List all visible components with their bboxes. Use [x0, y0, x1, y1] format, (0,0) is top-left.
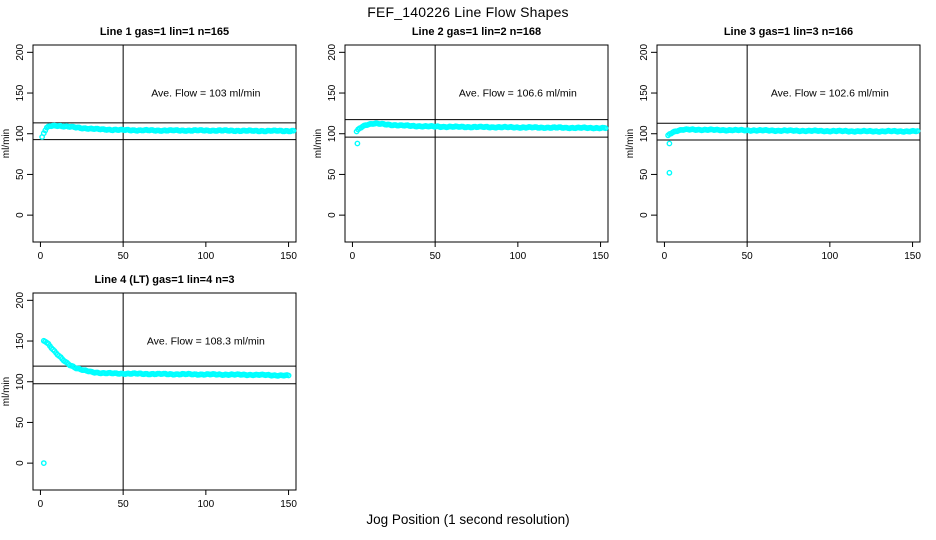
reference-lines [657, 45, 920, 242]
y-tick-label: 50 [327, 168, 338, 180]
data-point [602, 125, 609, 132]
y-tick-label: 0 [327, 212, 338, 218]
panel-title: Line 2 gas=1 lin=2 n=168 [412, 26, 541, 38]
x-tick-label: 0 [38, 499, 44, 510]
y-tick-label: 100 [327, 125, 338, 142]
y-tick-label: 100 [15, 373, 26, 390]
y-tick-label: 200 [15, 292, 26, 309]
panel-title: Line 4 (LT) gas=1 lin=4 n=3 [94, 274, 234, 286]
x-tick-label: 50 [118, 499, 130, 510]
panel-line-3: Line 3 gas=1 lin=3 n=166 0 50 100 150 200 ml/m… [624, 20, 936, 268]
panel-line-4: Line 4 (LT) gas=1 lin=4 n=3 0 50 100 150 200 m… [0, 268, 312, 516]
y-axis-label: ml/min [1, 377, 12, 406]
avg-flow-annotation: Ave. Flow = 103 ml/min [151, 87, 260, 99]
x-axis-title: Jog Position (1 second resolution) [366, 512, 570, 527]
panel-line-2-svg: Line 2 gas=1 lin=2 n=168 0 50 100 150 200 ml/m… [313, 26, 609, 262]
y-tick-label: 50 [15, 416, 26, 428]
x-tick-label: 150 [280, 251, 297, 262]
y-tick-label: 0 [15, 212, 26, 218]
y-tick-label: 200 [639, 44, 650, 61]
y-axis: 0 50 100 150 200 ml/min [1, 292, 33, 466]
y-tick-label: 200 [327, 44, 338, 61]
panel-title: Line 1 gas=1 lin=1 n=165 [100, 26, 229, 38]
x-tick-label: 100 [510, 251, 527, 262]
panel-line-1: Line 1 gas=1 lin=1 n=165 0 50 100 150 200 ml/m… [0, 20, 312, 268]
panel-line-2: Line 2 gas=1 lin=2 n=168 0 50 100 150 200 ml/m… [312, 20, 624, 268]
reference-lines [33, 293, 296, 490]
panel-line-4-svg: Line 4 (LT) gas=1 lin=4 n=3 0 50 100 150 200 m… [1, 274, 297, 510]
y-tick-label: 150 [639, 84, 650, 101]
y-tick-label: 50 [15, 168, 26, 180]
x-tick-label: 150 [280, 499, 297, 510]
x-tick-label: 100 [198, 499, 215, 510]
data-point [290, 127, 297, 134]
x-tick-label: 50 [430, 251, 442, 262]
data-points [40, 337, 292, 467]
panel-line-3-svg: Line 3 gas=1 lin=3 n=166 0 50 100 150 200 ml/m… [625, 26, 921, 262]
panel-title: Line 3 gas=1 lin=3 n=166 [724, 26, 853, 38]
x-tick-label: 0 [38, 251, 44, 262]
data-point [666, 140, 673, 147]
data-point [914, 128, 921, 134]
plot-box [344, 44, 609, 243]
y-tick-label: 200 [15, 44, 26, 61]
y-axis-label: ml/min [1, 129, 12, 158]
data-point [285, 372, 292, 379]
y-tick-label: 50 [639, 168, 650, 180]
y-axis-label: ml/min [625, 129, 636, 158]
y-tick-label: 150 [15, 84, 26, 101]
figure-title: FEF_140226 Line Flow Shapes [367, 4, 569, 20]
data-points [353, 120, 609, 147]
y-axis-label: ml/min [313, 129, 324, 158]
y-tick-label: 0 [639, 212, 650, 218]
plot-box [32, 44, 297, 243]
x-tick-label: 0 [350, 251, 356, 262]
reference-lines [33, 45, 296, 242]
panel-line-1-svg: Line 1 gas=1 lin=1 n=165 0 50 100 150 200 ml/m… [1, 26, 297, 262]
x-tick-label: 150 [592, 251, 609, 262]
x-axis: 0 50 100 150 [350, 242, 609, 262]
x-tick-label: 150 [904, 251, 921, 262]
data-points [39, 122, 297, 140]
y-tick-label: 150 [15, 332, 26, 349]
avg-flow-annotation: Ave. Flow = 108.3 ml/min [147, 335, 265, 347]
data-point [666, 169, 673, 176]
y-tick-label: 150 [327, 84, 338, 101]
y-axis: 0 50 100 150 200 ml/min [625, 44, 657, 218]
x-tick-label: 100 [198, 251, 215, 262]
x-tick-label: 50 [742, 251, 754, 262]
y-axis: 0 50 100 150 200 ml/min [313, 44, 345, 218]
avg-flow-annotation: Ave. Flow = 106.6 ml/min [459, 87, 577, 99]
x-tick-label: 0 [662, 251, 668, 262]
plot-box [656, 44, 921, 243]
y-tick-label: 100 [15, 125, 26, 142]
y-tick-label: 0 [15, 460, 26, 466]
reference-lines [345, 45, 608, 242]
y-axis: 0 50 100 150 200 ml/min [1, 44, 33, 218]
data-point [354, 140, 361, 147]
x-axis: 0 50 100 150 [662, 242, 921, 262]
x-axis: 0 50 100 150 [38, 242, 297, 262]
x-tick-label: 100 [822, 251, 839, 262]
plot-box [32, 292, 297, 491]
y-tick-label: 100 [639, 125, 650, 142]
x-tick-label: 50 [118, 251, 130, 262]
data-points [665, 126, 921, 176]
data-point [40, 460, 47, 467]
x-axis: 0 50 100 150 [38, 490, 297, 510]
avg-flow-annotation: Ave. Flow = 102.6 ml/min [771, 87, 889, 99]
